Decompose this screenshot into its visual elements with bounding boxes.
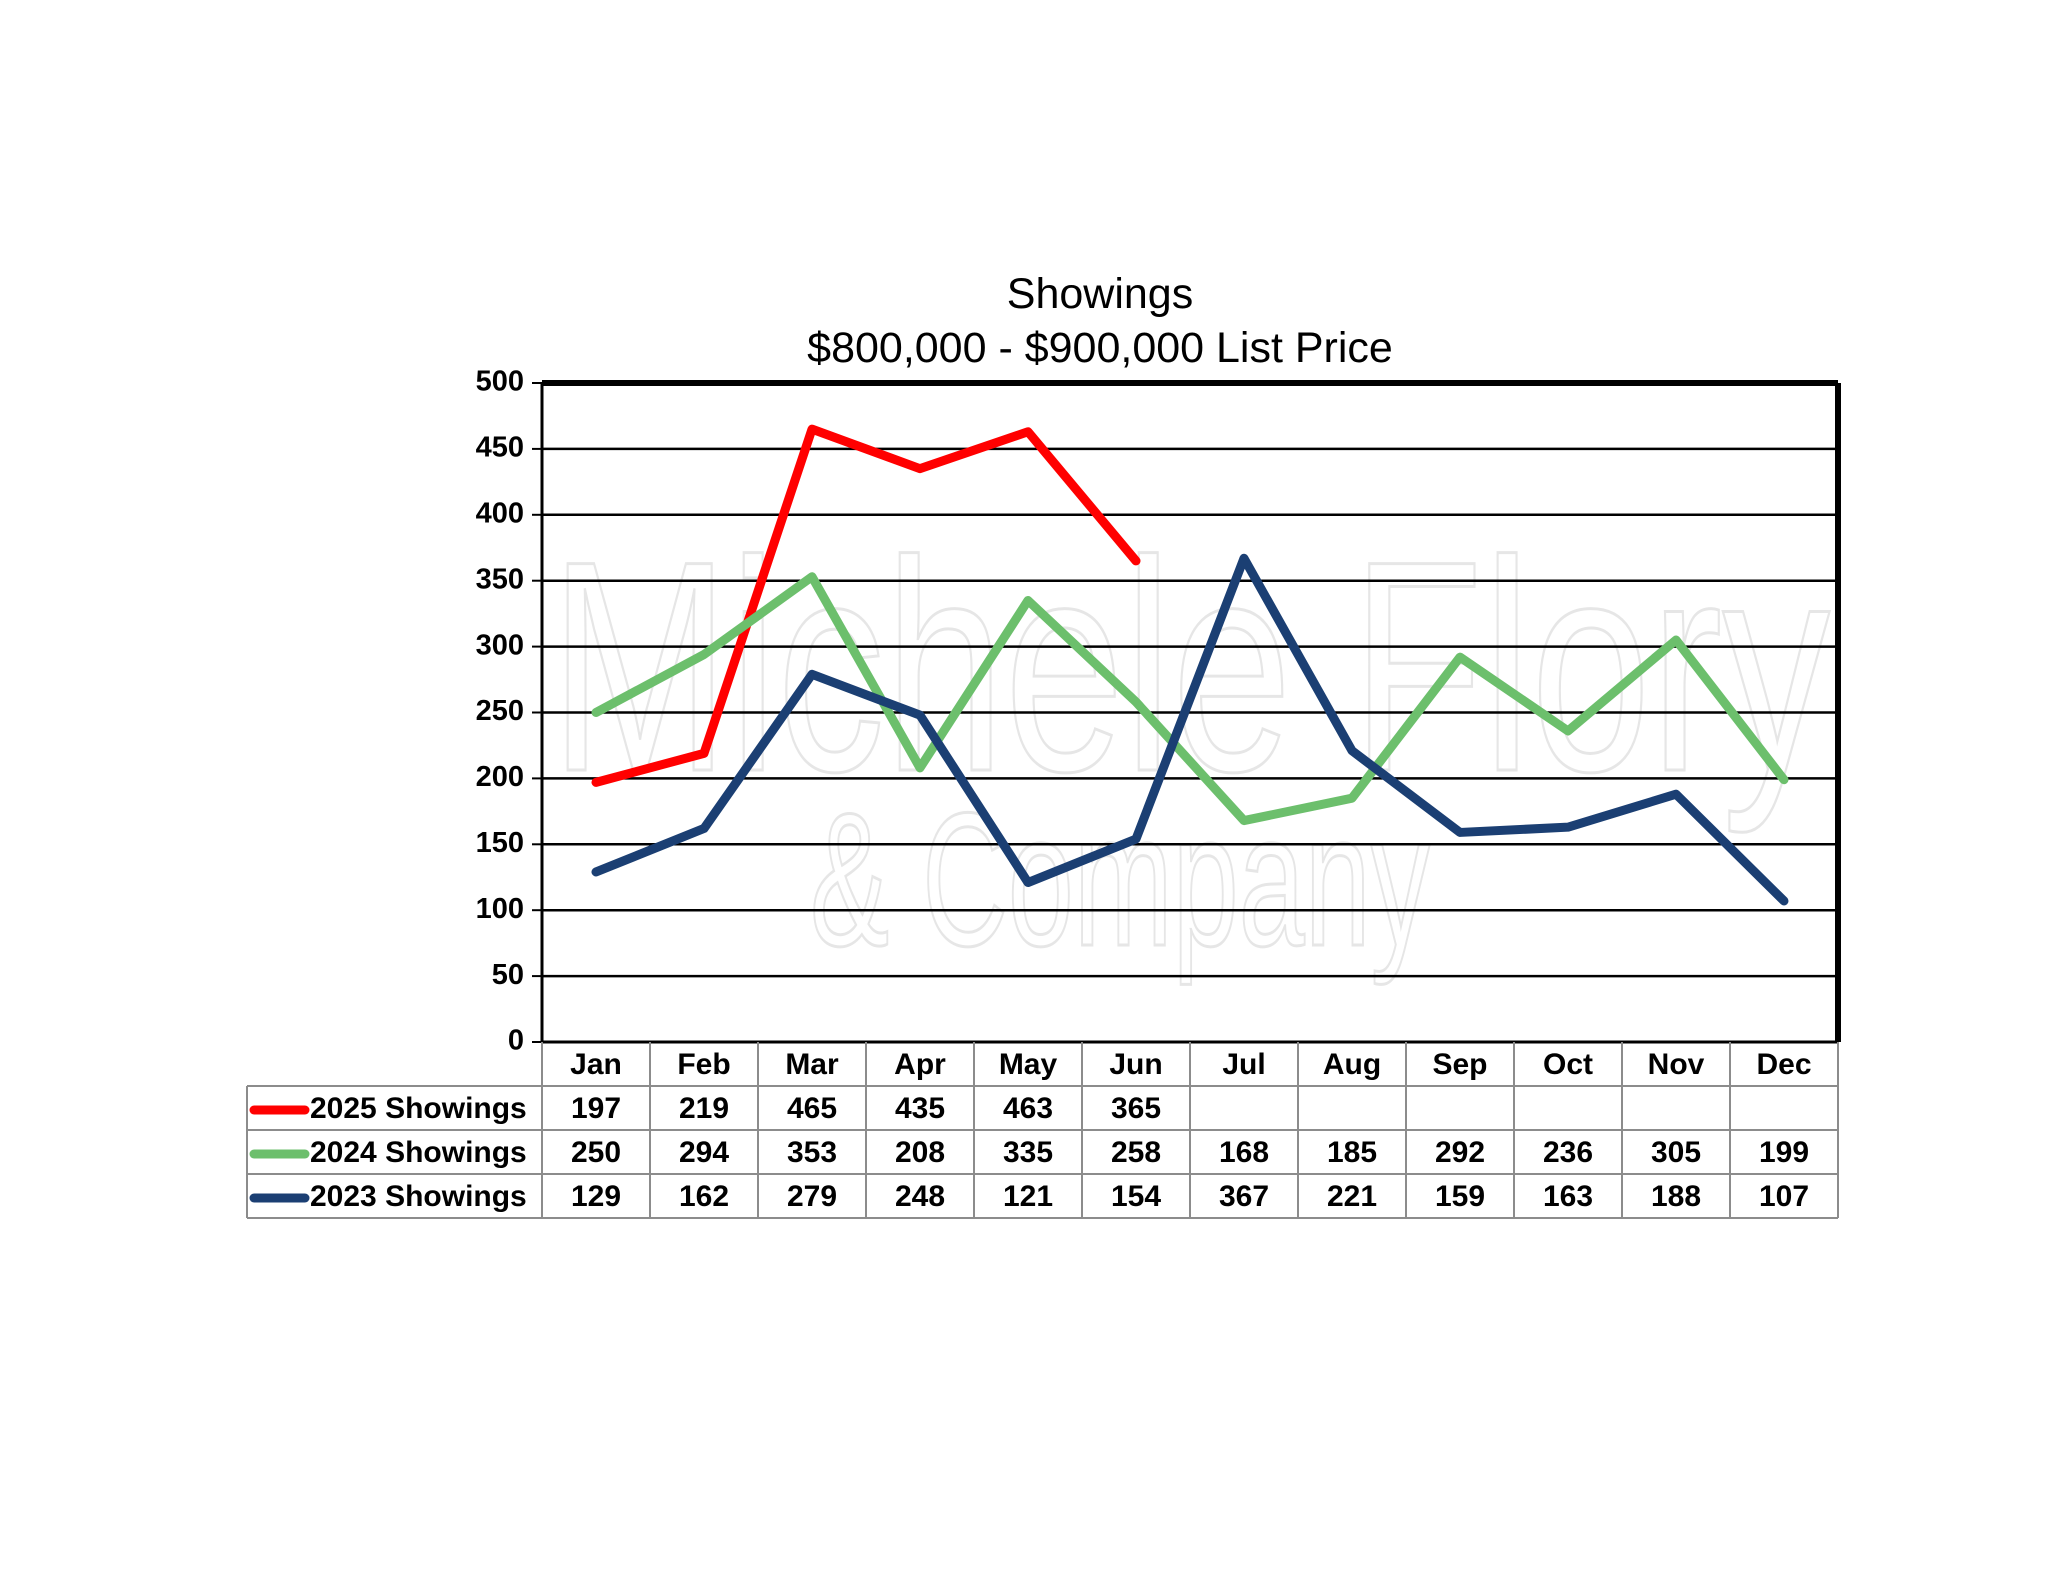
- data-point: [1026, 880, 1030, 885]
- x-tick-label: Jan: [570, 1048, 622, 1081]
- data-label: 335: [1003, 1136, 1053, 1169]
- gridlines: [542, 447, 1838, 978]
- y-tick-label: 150: [476, 827, 524, 859]
- y-tick-label: 350: [476, 563, 524, 595]
- data-point: [1350, 796, 1354, 801]
- y-tick-label: 400: [476, 497, 524, 529]
- chart-subtitle: $800,000 - $900,000 List Price: [807, 324, 1393, 372]
- data-label: 465: [787, 1092, 837, 1125]
- data-label: 294: [679, 1136, 729, 1169]
- data-label: 305: [1651, 1136, 1701, 1169]
- data-point: [810, 574, 814, 579]
- data-point: [702, 826, 706, 831]
- legend-label: 2025 Showings: [310, 1092, 527, 1125]
- data-point: [918, 765, 922, 770]
- y-tick-label: 100: [476, 893, 524, 925]
- y-tick-label: 0: [508, 1025, 524, 1057]
- data-label: 365: [1111, 1092, 1161, 1125]
- series-line-2024: [591, 572, 1789, 826]
- x-tick-label: May: [999, 1048, 1058, 1081]
- x-tick-label: Feb: [677, 1048, 730, 1081]
- data-point: [1134, 699, 1138, 704]
- chart-title: Showings: [1007, 270, 1193, 318]
- series-line-2025: [591, 424, 1141, 787]
- data-label: 162: [679, 1180, 729, 1213]
- data-point: [594, 710, 598, 715]
- y-tick-label: 300: [476, 629, 524, 661]
- data-point: [1782, 777, 1786, 782]
- y-tick-label: 50: [492, 959, 524, 991]
- x-tick-label: Oct: [1543, 1048, 1593, 1081]
- data-label: 435: [895, 1092, 945, 1125]
- x-tick-label: Mar: [785, 1048, 839, 1081]
- svg-text:Michele Flory: Michele Flory: [550, 498, 1830, 836]
- data-point: [918, 466, 922, 471]
- data-point: [702, 751, 706, 756]
- data-point: [918, 713, 922, 718]
- x-tick-label: Jun: [1109, 1048, 1162, 1081]
- data-point: [1674, 792, 1678, 797]
- series-lines: [591, 424, 1789, 906]
- legend-label: 2023 Showings: [310, 1180, 527, 1213]
- data-label: 219: [679, 1092, 729, 1125]
- x-tick-label: Jul: [1222, 1048, 1265, 1081]
- data-label: 463: [1003, 1092, 1053, 1125]
- data-label: 250: [571, 1136, 621, 1169]
- data-point: [1026, 429, 1030, 434]
- data-point: [810, 427, 814, 432]
- watermark-logo: Michele Flory & Company: [549, 497, 1832, 988]
- x-tick-label: Apr: [894, 1048, 946, 1081]
- data-point: [1134, 558, 1138, 563]
- data-label: 236: [1543, 1136, 1593, 1169]
- data-point: [1026, 598, 1030, 603]
- data-point: [1674, 638, 1678, 643]
- series-line-2023: [591, 553, 1789, 906]
- data-label: 168: [1219, 1136, 1269, 1169]
- data-label: 107: [1759, 1180, 1809, 1213]
- data-label: 292: [1435, 1136, 1485, 1169]
- data-point: [594, 869, 598, 874]
- data-label: 188: [1651, 1180, 1701, 1213]
- data-point: [1242, 818, 1246, 823]
- data-label: 248: [895, 1180, 945, 1213]
- data-point: [1350, 748, 1354, 753]
- data-label: 197: [571, 1092, 621, 1125]
- data-label: 185: [1327, 1136, 1377, 1169]
- data-table: Jan Feb Mar Apr May Jun Jul Aug Sep Oct Nov Dec 2025…: [246, 1042, 1839, 1219]
- y-axis-ticks: 0 50 100 150 200 250 300 350 400 450 500: [476, 366, 542, 1057]
- x-tick-label: Nov: [1648, 1048, 1705, 1081]
- data-point: [702, 652, 706, 657]
- data-point: [1782, 898, 1786, 903]
- x-tick-label: Dec: [1756, 1048, 1811, 1081]
- data-point: [810, 672, 814, 677]
- data-point: [594, 780, 598, 785]
- data-label: 279: [787, 1180, 837, 1213]
- data-label: 163: [1543, 1180, 1593, 1213]
- data-label: 154: [1111, 1180, 1161, 1213]
- data-label: 367: [1219, 1180, 1269, 1213]
- legend-label: 2024 Showings: [310, 1136, 527, 1169]
- data-point: [1458, 830, 1462, 835]
- data-label: 129: [571, 1180, 621, 1213]
- data-label: 159: [1435, 1180, 1485, 1213]
- data-point: [1458, 655, 1462, 660]
- data-label: 199: [1759, 1136, 1809, 1169]
- y-tick-label: 200: [476, 761, 524, 793]
- data-label: 208: [895, 1136, 945, 1169]
- data-label: 221: [1327, 1180, 1377, 1213]
- y-tick-label: 250: [476, 695, 524, 727]
- data-point: [1242, 556, 1246, 561]
- data-label: 258: [1111, 1136, 1161, 1169]
- data-point: [1134, 837, 1138, 842]
- data-point: [1566, 728, 1570, 733]
- y-tick-label: 500: [476, 366, 524, 398]
- x-tick-label: Sep: [1432, 1048, 1487, 1081]
- y-tick-label: 450: [476, 432, 524, 464]
- svg-text:& Company: & Company: [810, 774, 1430, 986]
- x-tick-label: Aug: [1323, 1048, 1381, 1081]
- data-label: 121: [1003, 1180, 1053, 1213]
- data-label: 353: [787, 1136, 837, 1169]
- data-point: [1566, 825, 1570, 830]
